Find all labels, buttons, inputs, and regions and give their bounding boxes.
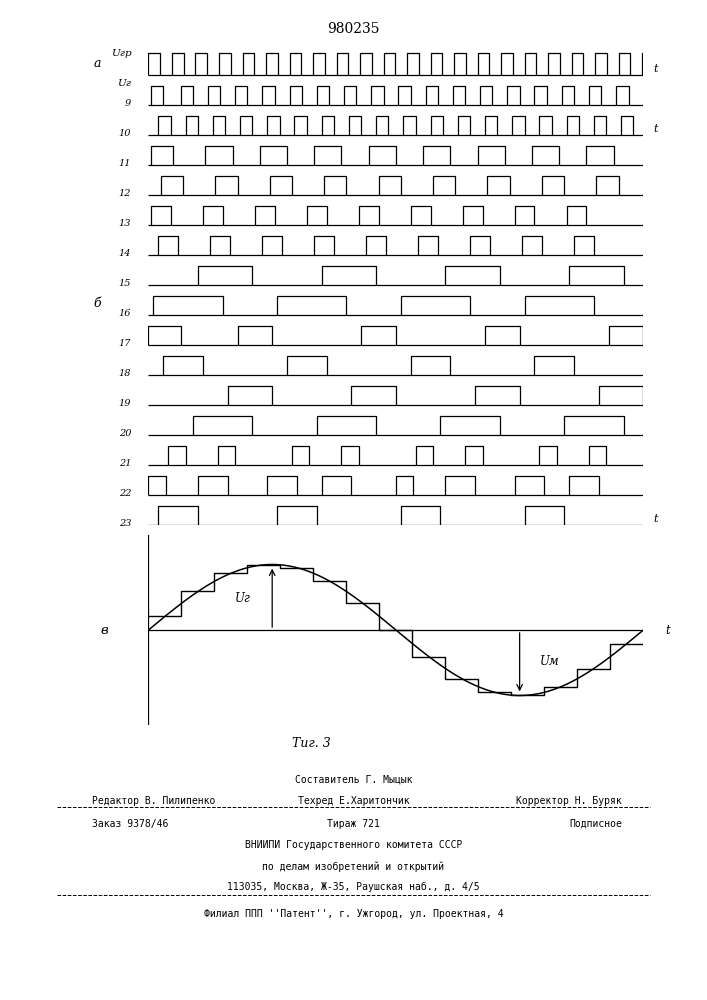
Text: Корректор Н. Буряк: Корректор Н. Буряк — [516, 796, 622, 806]
Text: б: б — [94, 297, 102, 310]
Text: Uг: Uг — [117, 80, 132, 89]
Text: t: t — [653, 64, 658, 74]
Text: Тираж 721: Тираж 721 — [327, 819, 380, 829]
Text: 10: 10 — [119, 129, 132, 138]
Text: 16: 16 — [119, 309, 132, 318]
Text: Uм: Uм — [539, 655, 559, 668]
Text: 20: 20 — [119, 429, 132, 438]
Text: по делам изобретений и открытий: по делам изобретений и открытий — [262, 861, 445, 872]
Text: Составитель Г. Мыцык: Составитель Г. Мыцык — [295, 775, 412, 785]
Text: 15: 15 — [119, 279, 132, 288]
Text: 9: 9 — [125, 99, 132, 108]
Text: Редактор В. Пилипенко: Редактор В. Пилипенко — [92, 796, 216, 806]
Text: Техред Е.Харитончик: Техред Е.Харитончик — [298, 796, 409, 806]
Text: 113035, Москва, Ж-35, Раушская наб., д. 4/5: 113035, Москва, Ж-35, Раушская наб., д. … — [227, 882, 480, 892]
Text: 14: 14 — [119, 249, 132, 258]
Text: t: t — [666, 624, 670, 637]
Text: 13: 13 — [119, 219, 132, 228]
Text: 980235: 980235 — [327, 22, 380, 36]
Text: Заказ 9378/46: Заказ 9378/46 — [92, 819, 168, 829]
Text: 11: 11 — [119, 159, 132, 168]
Text: t: t — [653, 123, 658, 133]
Text: 21: 21 — [119, 459, 132, 468]
Text: Τиг. 3: Τиг. 3 — [292, 737, 330, 750]
Text: 23: 23 — [119, 519, 132, 528]
Text: 17: 17 — [119, 339, 132, 348]
Text: Uг: Uг — [235, 592, 250, 605]
Text: 19: 19 — [119, 399, 132, 408]
Text: Uгр: Uгр — [110, 49, 132, 58]
Text: ВНИИПИ Государственного комитета СССР: ВНИИПИ Государственного комитета СССР — [245, 840, 462, 850]
Text: Филиал ППП ''Патент'', г. Ужгород, ул. Проектная, 4: Филиал ППП ''Патент'', г. Ужгород, ул. П… — [204, 909, 503, 919]
Text: a: a — [94, 57, 102, 70]
Text: в: в — [100, 624, 107, 637]
Text: Подписное: Подписное — [569, 819, 622, 829]
Text: 22: 22 — [119, 489, 132, 498]
Text: t: t — [653, 514, 658, 524]
Text: 12: 12 — [119, 189, 132, 198]
Text: 18: 18 — [119, 369, 132, 378]
